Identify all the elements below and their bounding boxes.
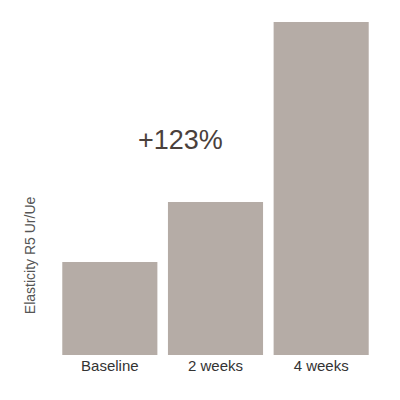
svg-text:2 weeks: 2 weeks — [188, 357, 243, 374]
svg-text:+123%: +123% — [138, 125, 223, 155]
svg-text:Baseline: Baseline — [81, 357, 139, 374]
svg-text:4 weeks: 4 weeks — [294, 357, 349, 374]
svg-text:Elasticity R5 Ur/Ue: Elasticity R5 Ur/Ue — [22, 196, 38, 314]
